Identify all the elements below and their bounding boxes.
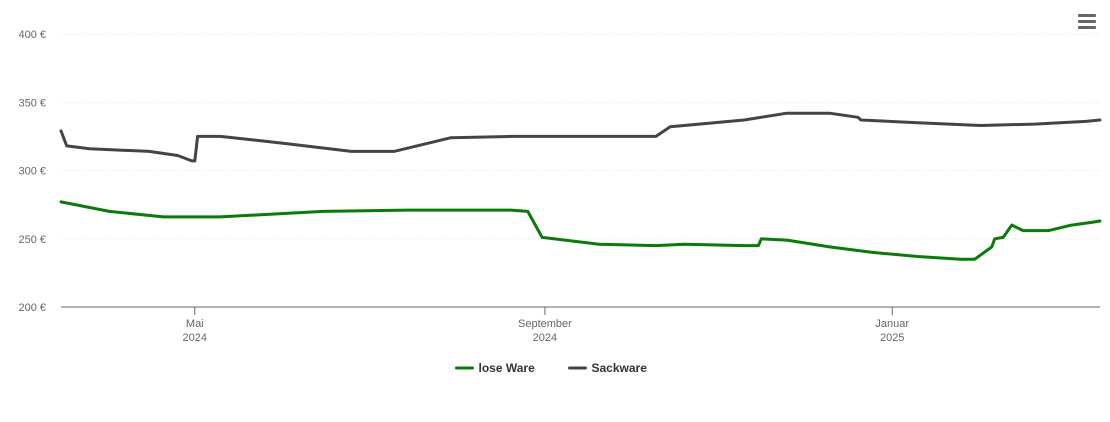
- y-axis: 200 € 250 € 300 € 350 € 400 €: [18, 29, 46, 314]
- x-tick-label-year-2: 2025: [880, 332, 904, 344]
- y-tick-label-400: 400 €: [18, 29, 46, 41]
- chart-menu-button[interactable]: [1074, 10, 1100, 32]
- x-axis: Mai 2024 September 2024 Januar 2025: [61, 306, 1100, 344]
- x-tick-label-month-1: September: [518, 318, 572, 330]
- y-tick-label-300: 300 €: [18, 166, 46, 178]
- y-tick-label-200: 200 €: [18, 302, 46, 314]
- x-tick-label-month-2: Januar: [875, 318, 909, 330]
- series-lines: [59, 111, 1102, 261]
- x-tick-label-month-0: Mai: [186, 318, 204, 330]
- legend-item-0[interactable]: lose Ware: [455, 361, 536, 375]
- legend-label-1: Sackware: [592, 361, 648, 375]
- x-tick-label-year-1: 2024: [533, 332, 557, 344]
- menu-bar-bottom: [1078, 26, 1096, 29]
- legend-item-1[interactable]: Sackware: [568, 361, 648, 375]
- y-tick-label-350: 350 €: [18, 97, 46, 109]
- series-line-1[interactable]: [59, 111, 1102, 163]
- legend: lose Ware Sackware: [455, 361, 648, 375]
- menu-bar-middle: [1078, 20, 1096, 23]
- grid-lines: [61, 33, 1100, 240]
- series-line-0[interactable]: [59, 200, 1102, 261]
- x-tick-label-year-0: 2024: [183, 332, 207, 344]
- menu-bar-top: [1078, 14, 1096, 17]
- legend-label-0: lose Ware: [479, 361, 536, 375]
- hamburger-menu-icon: [1078, 14, 1096, 29]
- y-tick-label-250: 250 €: [18, 234, 46, 246]
